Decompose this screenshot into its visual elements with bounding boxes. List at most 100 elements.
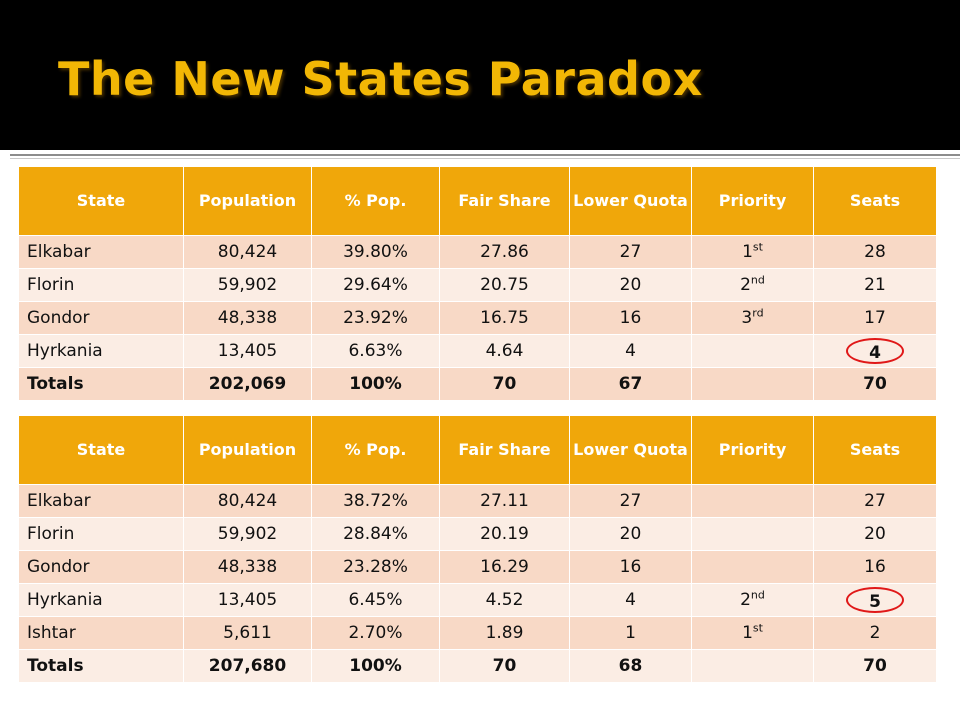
table-row: Florin 59,902 29.64% 20.75 20 2nd 21: [18, 268, 937, 302]
fair-share-cell: 27.11: [439, 484, 570, 518]
seats-cell: 16: [813, 550, 937, 584]
seats-value: 16: [864, 557, 886, 577]
lower-quota-cell: 1: [569, 616, 692, 650]
header-population: Population: [183, 416, 312, 485]
priority-rank: 1: [742, 623, 753, 643]
total-priority: [691, 649, 814, 683]
total-population: 207,680: [183, 649, 312, 683]
priority-ordinal-suffix: nd: [750, 273, 765, 287]
population-cell: 13,405: [183, 334, 312, 368]
population-cell: 59,902: [183, 517, 312, 551]
apportionment-table-after: State Population % Pop. Fair Share Lower…: [18, 416, 937, 683]
header-lower-quota: Lower Quota: [569, 167, 692, 236]
priority-cell: 2nd: [691, 268, 814, 302]
seats-value: 2: [869, 623, 881, 643]
header-state: State: [18, 416, 184, 485]
fair-share-cell: 16.29: [439, 550, 570, 584]
priority-rank: 2: [740, 590, 751, 610]
totals-label: Totals: [18, 367, 184, 401]
table-row: Gondor 48,338 23.92% 16.75 16 3rd 17: [18, 301, 937, 335]
total-priority: [691, 367, 814, 401]
lower-quota-cell: 27: [569, 235, 692, 269]
priority-cell: [691, 484, 814, 518]
state-cell: Florin: [18, 517, 184, 551]
state-cell: Elkabar: [18, 235, 184, 269]
table-row: Hyrkania 13,405 6.45% 4.52 4 2nd 5: [18, 583, 937, 617]
state-cell: Gondor: [18, 550, 184, 584]
percent-pop-cell: 23.28%: [311, 550, 440, 584]
priority-cell: 2nd: [691, 583, 814, 617]
table-header-row: State Population % Pop. Fair Share Lower…: [18, 167, 937, 236]
header-lower-quota: Lower Quota: [569, 416, 692, 485]
seats-value: 21: [864, 275, 886, 295]
lower-quota-cell: 4: [569, 334, 692, 368]
seats-cell: 21: [813, 268, 937, 302]
table-row: Hyrkania 13,405 6.63% 4.64 4 4: [18, 334, 937, 368]
header-priority: Priority: [691, 416, 814, 485]
total-fair-share: 70: [439, 367, 570, 401]
fair-share-cell: 1.89: [439, 616, 570, 650]
seats-cell: 5: [813, 583, 937, 617]
priority-ordinal-suffix: st: [752, 621, 763, 635]
total-fair-share: 70: [439, 649, 570, 683]
state-cell: Gondor: [18, 301, 184, 335]
header-percent-pop: % Pop.: [311, 167, 440, 236]
priority-rank: 3: [741, 308, 753, 328]
state-cell: Hyrkania: [18, 334, 184, 368]
lower-quota-cell: 20: [569, 268, 692, 302]
population-cell: 48,338: [183, 550, 312, 584]
totals-row: Totals 207,680 100% 70 68 70: [18, 649, 937, 683]
lower-quota-cell: 20: [569, 517, 692, 551]
percent-pop-cell: 23.92%: [311, 301, 440, 335]
percent-pop-cell: 6.63%: [311, 334, 440, 368]
seats-value-circled: 5: [846, 587, 904, 613]
seats-value: 17: [864, 308, 886, 328]
seats-cell: 27: [813, 484, 937, 518]
header-fair-share: Fair Share: [439, 416, 570, 485]
seats-cell: 17: [813, 301, 937, 335]
priority-cell: 3rd: [691, 301, 814, 335]
total-percent: 100%: [311, 649, 440, 683]
divider-line-thin: [10, 158, 960, 159]
state-cell: Ishtar: [18, 616, 184, 650]
apportionment-table-before: State Population % Pop. Fair Share Lower…: [18, 167, 937, 401]
priority-cell: [691, 550, 814, 584]
table-row: Elkabar 80,424 38.72% 27.11 27 27: [18, 484, 937, 518]
divider-line: [10, 154, 960, 156]
header-population: Population: [183, 167, 312, 236]
seats-value: 20: [864, 524, 886, 544]
state-cell: Florin: [18, 268, 184, 302]
table-row: Ishtar 5,611 2.70% 1.89 1 1st 2: [18, 616, 937, 650]
header-percent-pop: % Pop.: [311, 416, 440, 485]
slide-title: The New States Paradox: [58, 52, 703, 106]
seats-cell: 4: [813, 334, 937, 368]
totals-row: Totals 202,069 100% 70 67 70: [18, 367, 937, 401]
priority-cell: [691, 517, 814, 551]
population-cell: 48,338: [183, 301, 312, 335]
lower-quota-cell: 16: [569, 550, 692, 584]
priority-rank: 1: [742, 242, 753, 262]
population-cell: 80,424: [183, 484, 312, 518]
seats-cell: 20: [813, 517, 937, 551]
fair-share-cell: 4.52: [439, 583, 570, 617]
priority-ordinal-suffix: rd: [752, 306, 764, 320]
total-seats: 70: [813, 367, 937, 401]
population-cell: 13,405: [183, 583, 312, 617]
lower-quota-cell: 4: [569, 583, 692, 617]
totals-label: Totals: [18, 649, 184, 683]
seats-value: 28: [864, 242, 886, 262]
population-cell: 59,902: [183, 268, 312, 302]
population-cell: 80,424: [183, 235, 312, 269]
fair-share-cell: 4.64: [439, 334, 570, 368]
table-row: Gondor 48,338 23.28% 16.29 16 16: [18, 550, 937, 584]
header-state: State: [18, 167, 184, 236]
table-header-row: State Population % Pop. Fair Share Lower…: [18, 416, 937, 485]
header-fair-share: Fair Share: [439, 167, 570, 236]
priority-ordinal-suffix: nd: [750, 588, 765, 602]
percent-pop-cell: 39.80%: [311, 235, 440, 269]
total-seats: 70: [813, 649, 937, 683]
percent-pop-cell: 29.64%: [311, 268, 440, 302]
lower-quota-cell: 27: [569, 484, 692, 518]
table-row: Elkabar 80,424 39.80% 27.86 27 1st 28: [18, 235, 937, 269]
seats-cell: 2: [813, 616, 937, 650]
